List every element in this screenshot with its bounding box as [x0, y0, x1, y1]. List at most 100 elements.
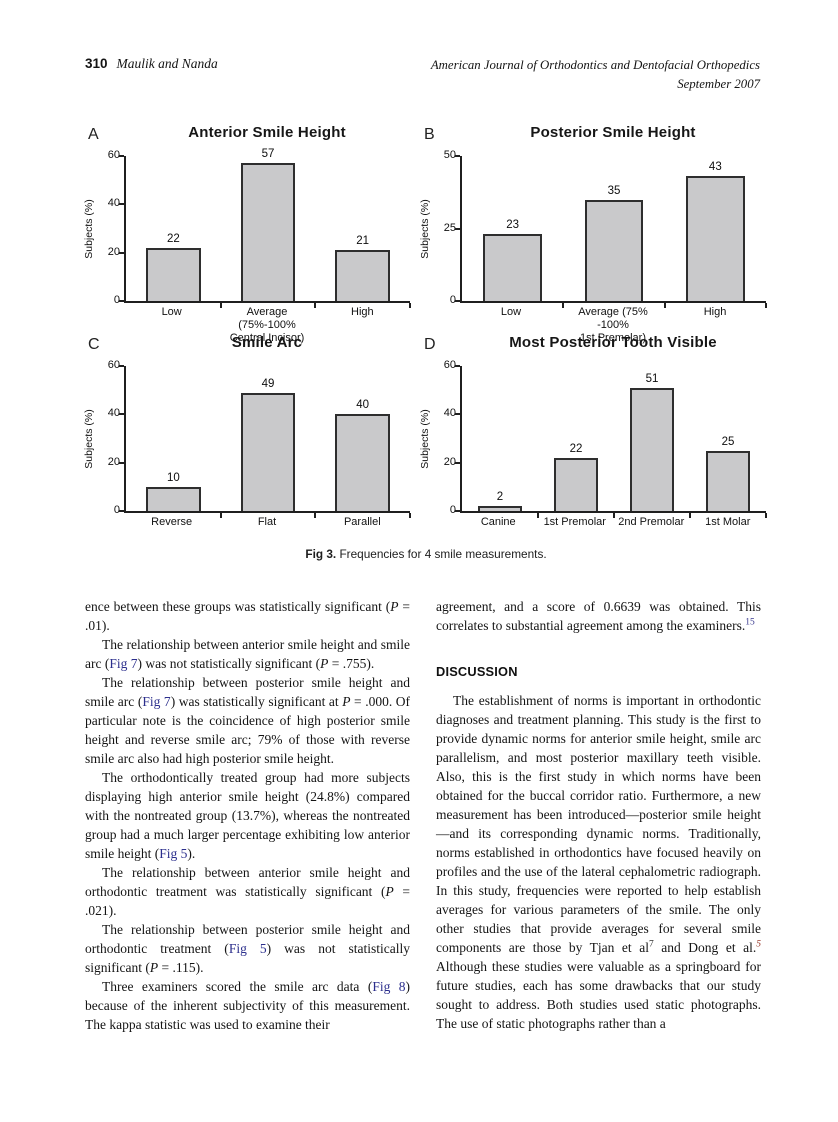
bar-cell: 51	[614, 366, 690, 511]
x-tick-mark	[765, 303, 767, 308]
y-tick-label: 25	[443, 221, 456, 234]
italic-text: P	[342, 694, 351, 709]
y-axis-label-text: Subjects (%)	[83, 408, 95, 469]
paragraph: The establishment of norms is important …	[436, 693, 761, 1031]
x-axis-labels: Low Average (75%-100% Central Incisor) Hig…	[124, 306, 410, 345]
y-tick-label: 20	[107, 245, 120, 258]
bar-cell: 57	[221, 148, 316, 301]
x-axis-labels: Reverse Flat Parallel	[124, 516, 410, 529]
figure-reference-link[interactable]: Fig 5	[159, 846, 188, 861]
page-number: 310	[85, 56, 108, 71]
chart-title: Most Posterior Tooth Visible	[509, 334, 717, 351]
chart-panel-c: C Smile Arc Subjects (%) 0 20 40 60 10 49 40 Rever…	[80, 332, 416, 538]
paragraph: Three examiners scored the smile arc dat…	[85, 979, 410, 1032]
bar	[483, 234, 543, 301]
bar-value-label: 40	[356, 399, 370, 412]
y-axis-label: Subjects (%)	[418, 156, 432, 301]
panel-letter: A	[88, 126, 99, 143]
reference-superscript[interactable]: 15	[745, 617, 755, 628]
x-tick-mark	[562, 303, 565, 308]
reference-superscript[interactable]: 5	[756, 939, 761, 950]
y-tick-mark	[119, 300, 124, 302]
bar-value-label: 2	[496, 491, 504, 504]
bar	[145, 247, 201, 301]
figure-reference-link[interactable]: Fig 7	[109, 656, 138, 671]
bar-cell: 23	[462, 156, 563, 301]
bar-cells: 2 22 51 25	[462, 366, 766, 511]
category-label: High	[703, 306, 727, 318]
y-tick-label: 60	[443, 359, 456, 371]
bar	[335, 250, 391, 301]
bar-cell: 2	[462, 366, 538, 511]
bar	[477, 506, 523, 511]
x-tick-mark	[314, 303, 317, 308]
italic-text: P	[390, 599, 399, 614]
bar-value-label: 21	[356, 235, 370, 248]
page-header: 310 Maulik and Nanda American Journal of …	[85, 56, 760, 93]
paragraph: agreement, and a score of 0.6639 was obt…	[436, 599, 761, 633]
bar-value-label: 22	[569, 442, 583, 455]
bar-value-label: 43	[708, 161, 722, 174]
bar-value-label: 25	[721, 435, 735, 448]
bar	[705, 450, 751, 511]
y-tick-label: 0	[449, 294, 456, 306]
category-label: Average (75%-100% Central Incisor)	[229, 306, 305, 344]
bar-cell: 22	[538, 366, 614, 511]
journal-title: American Journal of Orthodontics and Den…	[430, 58, 760, 72]
body-text: ence between these groups was statistica…	[85, 597, 761, 1034]
paragraph: The relationship between anterior smile …	[85, 637, 410, 671]
journal-issue-date: September 2007	[677, 76, 760, 91]
chart-panel-a: A Anterior Smile Height Subjects (%) 0 20 40 6…	[80, 122, 416, 344]
x-tick-mark	[219, 513, 222, 518]
plot-area: Subjects (%) 0 20 40 60 22 57 21	[83, 148, 411, 308]
reference-superscript[interactable]: 7	[648, 939, 654, 950]
running-head-right: American Journal of Orthodontics and Den…	[431, 56, 760, 93]
bar	[240, 392, 296, 511]
plot-area: Subjects (%) 0 20 40 60 2 22 51 25	[419, 359, 767, 518]
y-tick-mark	[455, 227, 460, 230]
body-column-left: ence between these groups was statistica…	[85, 597, 410, 1034]
bar	[629, 387, 675, 511]
y-tick-mark	[119, 510, 124, 512]
bar-cell: 10	[126, 366, 221, 511]
category-label: 1st Molar	[705, 516, 751, 528]
italic-text: P	[385, 884, 394, 899]
figure-reference-link[interactable]: Fig 7	[142, 694, 171, 709]
y-tick-mark	[119, 461, 124, 464]
figure-caption-text: Frequencies for 4 smile measurements.	[336, 547, 547, 561]
paragraph: The relationship between posterior smile…	[85, 922, 410, 975]
bar-value-label: 23	[506, 219, 520, 232]
bar-cell: 21	[315, 156, 410, 301]
bar-cells: 23 35 43	[462, 156, 766, 301]
x-tick-mark	[409, 303, 411, 308]
y-tick-mark	[119, 413, 124, 416]
bar	[553, 457, 599, 511]
y-tick-mark	[119, 251, 124, 254]
bar	[240, 163, 296, 301]
bar-value-label: 49	[261, 377, 275, 390]
figure-reference-link[interactable]: Fig 8	[372, 979, 406, 994]
y-tick-label: 40	[107, 197, 120, 210]
category-label: Low	[161, 306, 182, 318]
chart-panel-b: B Posterior Smile Height Subjects (%) 0 25 50…	[416, 122, 772, 344]
chart-title: Posterior Smile Height	[530, 124, 696, 141]
chart-title: Anterior Smile Height	[188, 124, 346, 141]
y-tick-label: 40	[443, 407, 456, 420]
y-axis-label-text: Subjects (%)	[419, 408, 431, 469]
y-axis-label-text: Subjects (%)	[419, 198, 431, 259]
paragraph: The orthodontically treated group had mo…	[85, 770, 410, 861]
figure-reference-link[interactable]: Fig 5	[228, 941, 267, 956]
bar-cell: 49	[221, 366, 316, 511]
bar-value-label: 22	[166, 232, 180, 245]
chart-title: Smile Arc	[231, 334, 303, 351]
panel-letter: C	[88, 336, 100, 353]
plot-area: Subjects (%) 0 25 50 23 35 43	[419, 149, 767, 308]
category-label: Average (75% -100% 1st Premolar)	[578, 306, 648, 344]
x-axis-labels: Low Average (75% -100% 1st Premolar) High	[460, 306, 766, 345]
x-axis-labels: Canine 1st Premolar 2nd Premolar 1st Molar	[460, 516, 766, 529]
figure-caption: Fig 3. Frequencies for 4 smile measureme…	[80, 547, 772, 561]
y-tick-label: 0	[113, 294, 120, 306]
bar-value-label: 51	[645, 372, 659, 385]
running-authors: Maulik and Nanda	[116, 56, 218, 71]
bar	[335, 414, 391, 511]
